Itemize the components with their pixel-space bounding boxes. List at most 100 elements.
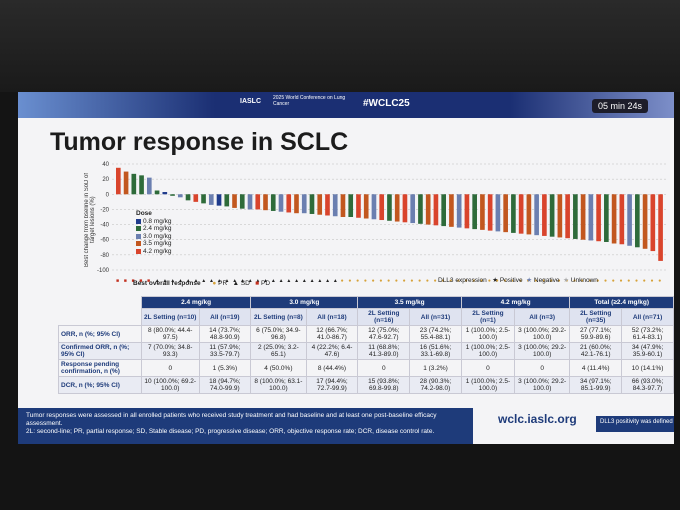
waterfall-bar: [518, 194, 524, 234]
response-marker: ▲: [162, 278, 167, 284]
response-marker: ●: [410, 278, 413, 284]
y-tick-label: 20: [102, 177, 109, 183]
response-marker: ●: [449, 278, 452, 284]
waterfall-bar: [201, 194, 206, 204]
response-marker: ▲: [201, 278, 206, 284]
waterfall-bar: [294, 194, 299, 214]
response-marker: ●: [395, 278, 398, 284]
response-marker: ■: [139, 278, 142, 284]
waterfall-bar: [588, 194, 594, 241]
waterfall-bar: [139, 175, 144, 195]
waterfall-bar: [356, 194, 361, 218]
waterfall-bar: [116, 167, 121, 195]
response-marker: ▲: [286, 278, 291, 284]
conference-name: 2025 World Conference on Lung Cancer: [273, 95, 346, 107]
response-marker: ●: [387, 278, 390, 284]
response-marker: ●: [612, 278, 615, 284]
response-marker: ●: [488, 278, 491, 284]
waterfall-bar: [472, 194, 477, 230]
response-marker: ■: [131, 278, 134, 284]
response-marker: ●: [465, 278, 468, 284]
response-marker: ●: [348, 278, 351, 284]
response-marker: ●: [480, 278, 483, 284]
waterfall-bar: [627, 194, 632, 246]
countdown-timer: 05 min 24s: [592, 99, 649, 113]
waterfall-bar: [332, 194, 338, 217]
response-marker: ●: [364, 278, 367, 284]
response-marker: ●: [627, 278, 630, 284]
response-marker: ▲: [209, 278, 214, 284]
response-marker: ▲: [263, 278, 268, 284]
waterfall-bar: [123, 171, 129, 195]
waterfall-bar: [425, 194, 431, 225]
waterfall-bar: [642, 194, 648, 249]
response-marker: ▲: [333, 278, 338, 284]
response-marker: ●: [589, 278, 592, 284]
response-marker: ▲: [255, 278, 260, 284]
waterfall-bar: [449, 194, 454, 227]
waterfall-bar: [433, 194, 439, 226]
response-marker: ●: [418, 278, 421, 284]
waterfall-bar: [565, 194, 570, 239]
response-marker: ●: [527, 278, 530, 284]
waterfall-bar: [216, 194, 222, 206]
waterfall-bar: [495, 194, 501, 232]
waterfall-bar: [208, 194, 214, 205]
response-marker: ■: [116, 278, 119, 284]
response-marker: ■: [124, 278, 127, 284]
legend-item: 3.0 mg/kg: [136, 233, 172, 241]
projection-screen: IASLC 2025 World Conference on Lung Canc…: [18, 92, 674, 444]
response-marker: ▲: [248, 278, 253, 284]
waterfall-bar: [247, 194, 253, 210]
response-marker: ▲: [271, 278, 276, 284]
footnote-line: 2L: second-line; PR, partial response; S…: [26, 428, 435, 435]
waterfall-bar: [542, 194, 547, 236]
response-marker: ●: [573, 278, 576, 284]
response-marker: ●: [604, 278, 607, 284]
waterfall-bar: [410, 194, 416, 224]
waterfall-bar: [239, 194, 245, 209]
y-tick-label: 0: [106, 192, 110, 198]
footnote: Tumor responses were assessed in all enr…: [18, 408, 473, 444]
dose-legend: Dose 0.8 mg/kg 2.4 mg/kg 3.0 mg/kg 3.5 m…: [136, 210, 172, 255]
room-ceiling: [0, 0, 680, 92]
response-marker: ●: [658, 278, 661, 284]
response-marker: ▲: [217, 278, 222, 284]
waterfall-bar: [580, 194, 586, 240]
legend-item: 4.2 mg/kg: [136, 248, 172, 256]
slide-title: Tumor response in SCLC: [50, 128, 349, 156]
waterfall-bar: [619, 194, 625, 245]
waterfall-bar: [363, 194, 369, 219]
website-url: wclc.iaslc.org: [498, 412, 577, 426]
dll3-legend: DLL3 expression ★ Positive ★ Negative ★ …: [438, 277, 598, 284]
waterfall-bar: [146, 177, 152, 195]
waterfall-bar: [402, 194, 408, 223]
response-marker: ●: [472, 278, 475, 284]
response-marker: ●: [372, 278, 375, 284]
response-marker: ●: [511, 278, 514, 284]
waterfall-bar: [170, 194, 175, 196]
best-overall-response-legend: Best overall response ● PR ▲ SD ■ PD: [133, 280, 271, 287]
waterfall-bar: [301, 194, 307, 214]
response-marker: ●: [542, 278, 545, 284]
footnote-line: Tumor responses were assessed in all enr…: [26, 412, 437, 427]
response-marker: ▲: [294, 278, 299, 284]
response-marker: ▲: [186, 278, 191, 284]
y-tick-label: -100: [97, 268, 110, 274]
waterfall-bar: [604, 194, 609, 242]
response-marker: ●: [434, 278, 437, 284]
table-row: ORR, n (%; 95% CI) 8 (80.0%; 44.4-97.5) 1…: [58, 325, 674, 343]
waterfall-bar: [131, 173, 137, 195]
waterfall-bar: [154, 190, 160, 195]
waterfall-bar: [557, 194, 563, 238]
waterfall-bar: [611, 194, 617, 244]
waterfall-bar: [348, 194, 354, 217]
response-marker: ▲: [240, 278, 245, 284]
response-marker: ▲: [155, 278, 160, 284]
response-marker: ●: [550, 278, 553, 284]
iaslc-logo: IASLC: [240, 98, 261, 105]
waterfall-bar: [503, 194, 508, 233]
conference-banner: IASLC 2025 World Conference on Lung Canc…: [18, 92, 674, 118]
waterfall-bar: [177, 194, 183, 198]
